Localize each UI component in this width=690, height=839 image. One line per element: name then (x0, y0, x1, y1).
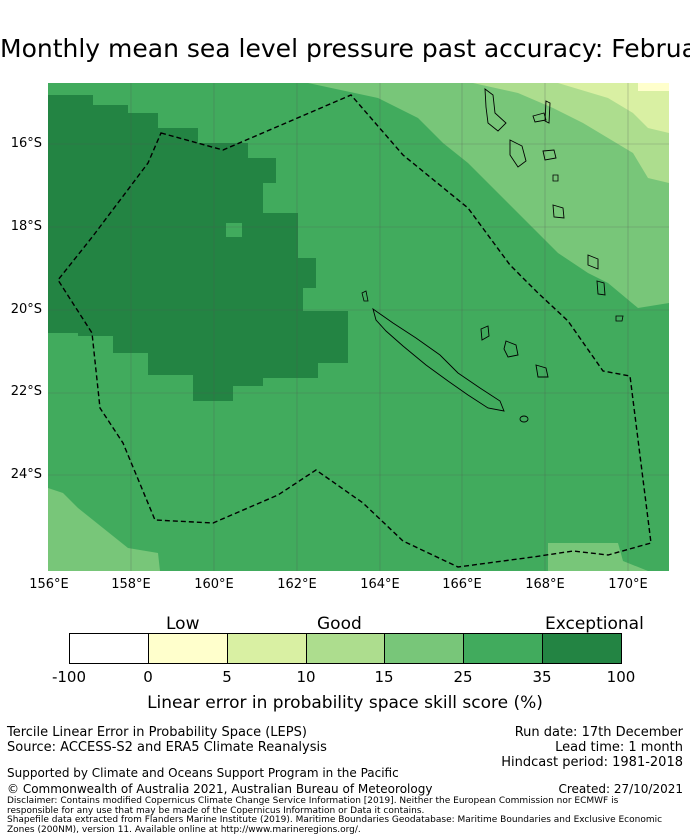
legend-level-exceptional: Exceptional (545, 614, 644, 634)
colorbar-label: Linear error in probability space skill … (147, 693, 543, 713)
method-text: Tercile Linear Error in Probability Spac… (7, 725, 307, 740)
lon-label: 168°E (525, 577, 565, 592)
lon-label: 158°E (111, 577, 151, 592)
vanuatu-espiritu-santo (484, 88, 507, 132)
shapefile-line: Zones (200NM), version 11. Available onl… (7, 825, 361, 835)
lon-label: 162°E (277, 577, 317, 592)
disclaimer-line: responsible for any use that may be made… (7, 806, 425, 816)
skill-map (48, 83, 669, 571)
lon-label: 164°E (360, 577, 400, 592)
colorbar-segment (227, 633, 307, 664)
hindcast-period: Hindcast period: 1981-2018 (501, 755, 683, 770)
lead-time: Lead time: 1 month (555, 740, 683, 755)
lon-label: 160°E (194, 577, 234, 592)
lon-label: 166°E (442, 577, 482, 592)
vanuatu-pentecost (544, 100, 551, 124)
run-date: Run date: 17th December (514, 725, 683, 740)
vanuatu-erromango (587, 254, 599, 270)
vanuatu-tanna (596, 280, 606, 296)
new-caledonia-island (372, 307, 505, 412)
skill-field-light-s (548, 543, 648, 571)
legend-level-good: Good (317, 614, 362, 634)
skill-field-pixel (226, 223, 242, 237)
colorbar-tick: 25 (453, 668, 473, 686)
colorbar-tick: 5 (222, 668, 232, 686)
eez-boundary (57, 94, 652, 568)
lat-label: 24°S (10, 467, 42, 482)
lat-label: 22°S (10, 384, 42, 399)
legend-level-low: Low (166, 614, 200, 634)
vanuatu-ambae (532, 112, 547, 123)
vanuatu-aneityum (615, 315, 624, 322)
support-text: Supported by Climate and Oceans Support … (7, 766, 399, 780)
loyalty-island-3 (535, 364, 549, 378)
colorbar-segment (463, 633, 543, 664)
isle-of-pines (519, 415, 529, 423)
vanuatu-epi (552, 174, 559, 182)
skill-field-palest-ne (558, 83, 669, 133)
colorbar-tick: 35 (532, 668, 552, 686)
vanuatu-malekula (509, 139, 527, 168)
loyalty-island-2 (503, 340, 519, 358)
skill-field-light-sw (48, 488, 160, 571)
lon-label: 156°E (29, 577, 69, 592)
colorbar-segment (148, 633, 228, 664)
source-text: Source: ACCESS-S2 and ERA5 Climate Reana… (7, 740, 327, 755)
map-title: Monthly mean sea level pressure past acc… (0, 34, 690, 63)
skill-field-lighter-ne (473, 83, 669, 183)
copyright-text: © Commonwealth of Australia 2021, Austra… (7, 782, 433, 796)
vanuatu-ambrym (542, 149, 557, 161)
colorbar-segment (306, 633, 385, 664)
colorbar-segment (69, 633, 149, 664)
colorbar-segment (384, 633, 464, 664)
lat-label: 18°S (10, 219, 42, 234)
lon-label: 170°E (608, 577, 648, 592)
disclaimer-line: Disclaimer: Contains modified Copernicus… (7, 796, 619, 806)
loyalty-island-1 (480, 325, 490, 341)
skill-field-dark-w (48, 95, 348, 401)
created-date: Created: 27/10/2021 (558, 782, 683, 796)
colorbar-tick: -100 (51, 668, 87, 686)
colorbar-tick: 100 (606, 668, 636, 686)
shapefile-line: Shapefile data extracted from Flanders M… (7, 815, 663, 825)
colorbar-tick: 0 (143, 668, 153, 686)
skill-field-light-ne (308, 83, 669, 308)
graticule (48, 83, 669, 571)
vanuatu-efate (552, 204, 565, 219)
colorbar-segment (542, 633, 622, 664)
lat-label: 16°S (10, 136, 42, 151)
skill-field-corner (638, 83, 669, 91)
colorbar-tick: 10 (296, 668, 316, 686)
chesterfield-islet (361, 290, 369, 302)
lat-label: 20°S (10, 302, 42, 317)
colorbar-tick: 15 (374, 668, 394, 686)
